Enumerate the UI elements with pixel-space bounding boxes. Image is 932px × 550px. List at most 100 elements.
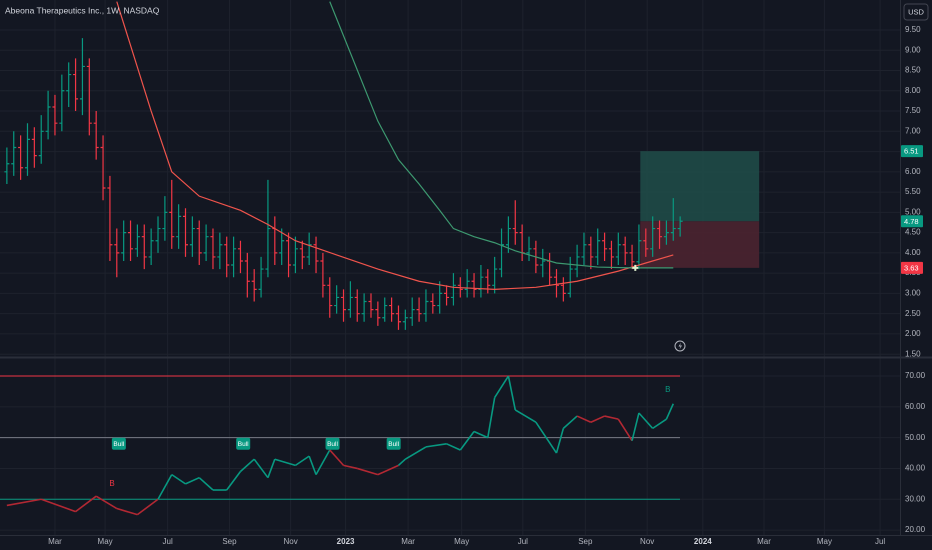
ohlc-bar (389, 297, 395, 322)
ohlc-bar (650, 216, 656, 257)
indicator-pane: Bull Bull Bull Bull B B (0, 375, 680, 516)
y-tick-label: 5.50 (905, 187, 921, 196)
ohlc-bar (492, 256, 498, 294)
ohlc-bar (231, 236, 237, 278)
ohlc-bar (141, 224, 147, 270)
indicator-segment (397, 458, 406, 466)
indicator-segment (308, 455, 317, 475)
ohlc-bar (24, 123, 30, 176)
y-tick-label: 2.50 (905, 309, 921, 318)
ohlc-bar (395, 305, 401, 330)
price-tag (901, 215, 923, 228)
indicator-segment (590, 415, 605, 423)
indicator-segment (274, 458, 296, 467)
ohlc-bar (155, 216, 161, 253)
ohlc-bar (663, 220, 669, 245)
indicator-segment (40, 498, 76, 513)
ohlc-bar (176, 204, 182, 249)
ohlc-bar (478, 265, 484, 298)
ohlc-bar (299, 240, 305, 270)
symbol-title: Abeona Therapeutics Inc., 1W, NASDAQ (5, 5, 160, 15)
indicator-tick-label: 30.00 (905, 494, 926, 503)
ohlc-bar (327, 277, 333, 318)
ohlc-bar (505, 216, 511, 253)
indicator-segment (493, 375, 510, 399)
y-tick-label: 8.50 (905, 66, 921, 75)
indicator-segment (95, 495, 118, 510)
lightning-icon[interactable] (674, 340, 686, 352)
ohlc-bar (107, 175, 113, 261)
y-tick-label: 2.00 (905, 329, 921, 338)
indicator-segment (157, 474, 173, 500)
ohlc-bar (251, 269, 257, 302)
indicator-segment (329, 449, 345, 466)
ohlc-bar (464, 269, 470, 298)
ohlc-bar (382, 297, 388, 322)
indicator-segment (576, 415, 592, 423)
indicator-segment (631, 412, 640, 441)
x-tick-label: Mar (401, 537, 415, 546)
ohlc-bar (31, 127, 37, 168)
currency-button[interactable] (903, 3, 929, 21)
indicator-segment (253, 458, 269, 479)
ohlc-bar (608, 240, 614, 270)
indicator-segment (446, 443, 461, 451)
ohlc-bar (148, 228, 154, 266)
indicator-tick-label: 40.00 (905, 464, 926, 473)
signal-label: Bull (238, 441, 249, 448)
ohlc-bar (244, 252, 250, 298)
price-tag-label: 4.78 (904, 217, 919, 226)
signal-label: B (665, 385, 670, 394)
ohlc-bar (38, 115, 44, 164)
price-pane (4, 1, 760, 330)
ohlc-bar (361, 293, 367, 322)
ohlc-bar (423, 289, 429, 322)
ohlc-bar (189, 216, 195, 257)
indicator-segment (473, 430, 489, 439)
indicator-segment (239, 458, 255, 473)
indicator-segment (514, 409, 537, 423)
signal-label: Bull (113, 441, 124, 448)
indicator-segment (562, 415, 578, 429)
ohlc-bar (615, 232, 621, 266)
indicator-segment (507, 375, 517, 411)
indicator-segment (136, 498, 159, 516)
indicator-segment (75, 495, 97, 513)
ohlc-bar (217, 232, 223, 270)
indicator-segment (425, 443, 447, 448)
ohlc-bar (444, 285, 450, 306)
ohlc-bar (636, 224, 642, 270)
ohlc-bar (643, 228, 649, 257)
ohlc-bar (93, 111, 99, 160)
x-tick-label: Nov (640, 537, 654, 546)
ohlc-bar (574, 244, 580, 278)
ohlc-bar (368, 293, 374, 318)
ohlc-bar (265, 179, 271, 278)
indicator-tick-label: 60.00 (905, 402, 926, 411)
ohlc-bar (100, 135, 106, 201)
y-tick-label: 7.00 (905, 126, 921, 135)
signal-badge (325, 437, 340, 450)
ohlc-bar (52, 94, 58, 136)
y-tick-label: 8.00 (905, 86, 921, 95)
indicator-segment (6, 498, 42, 507)
y-tick-label: 4.50 (905, 228, 921, 237)
signal-label: Bull (388, 441, 399, 448)
ohlc-bar (286, 232, 292, 278)
indicator-segment (294, 455, 310, 467)
ohlc-bar (526, 236, 532, 261)
ohlc-bar (512, 200, 518, 245)
ohlc-bar (320, 252, 326, 298)
ohlc-bar (162, 196, 168, 241)
currency-label[interactable]: USD (908, 7, 924, 16)
ohlc-bar (595, 228, 601, 266)
y-tick-label: 9.00 (905, 45, 921, 54)
ohlc-bar (86, 58, 92, 136)
ohlc-bar (437, 281, 443, 314)
ohlc-bar (430, 293, 436, 314)
x-tick-label: May (454, 537, 469, 546)
indicator-segment (486, 397, 496, 438)
indicator-tick-label: 20.00 (905, 525, 926, 534)
signal-label: B (109, 479, 114, 488)
ohlc-bar (114, 228, 120, 278)
